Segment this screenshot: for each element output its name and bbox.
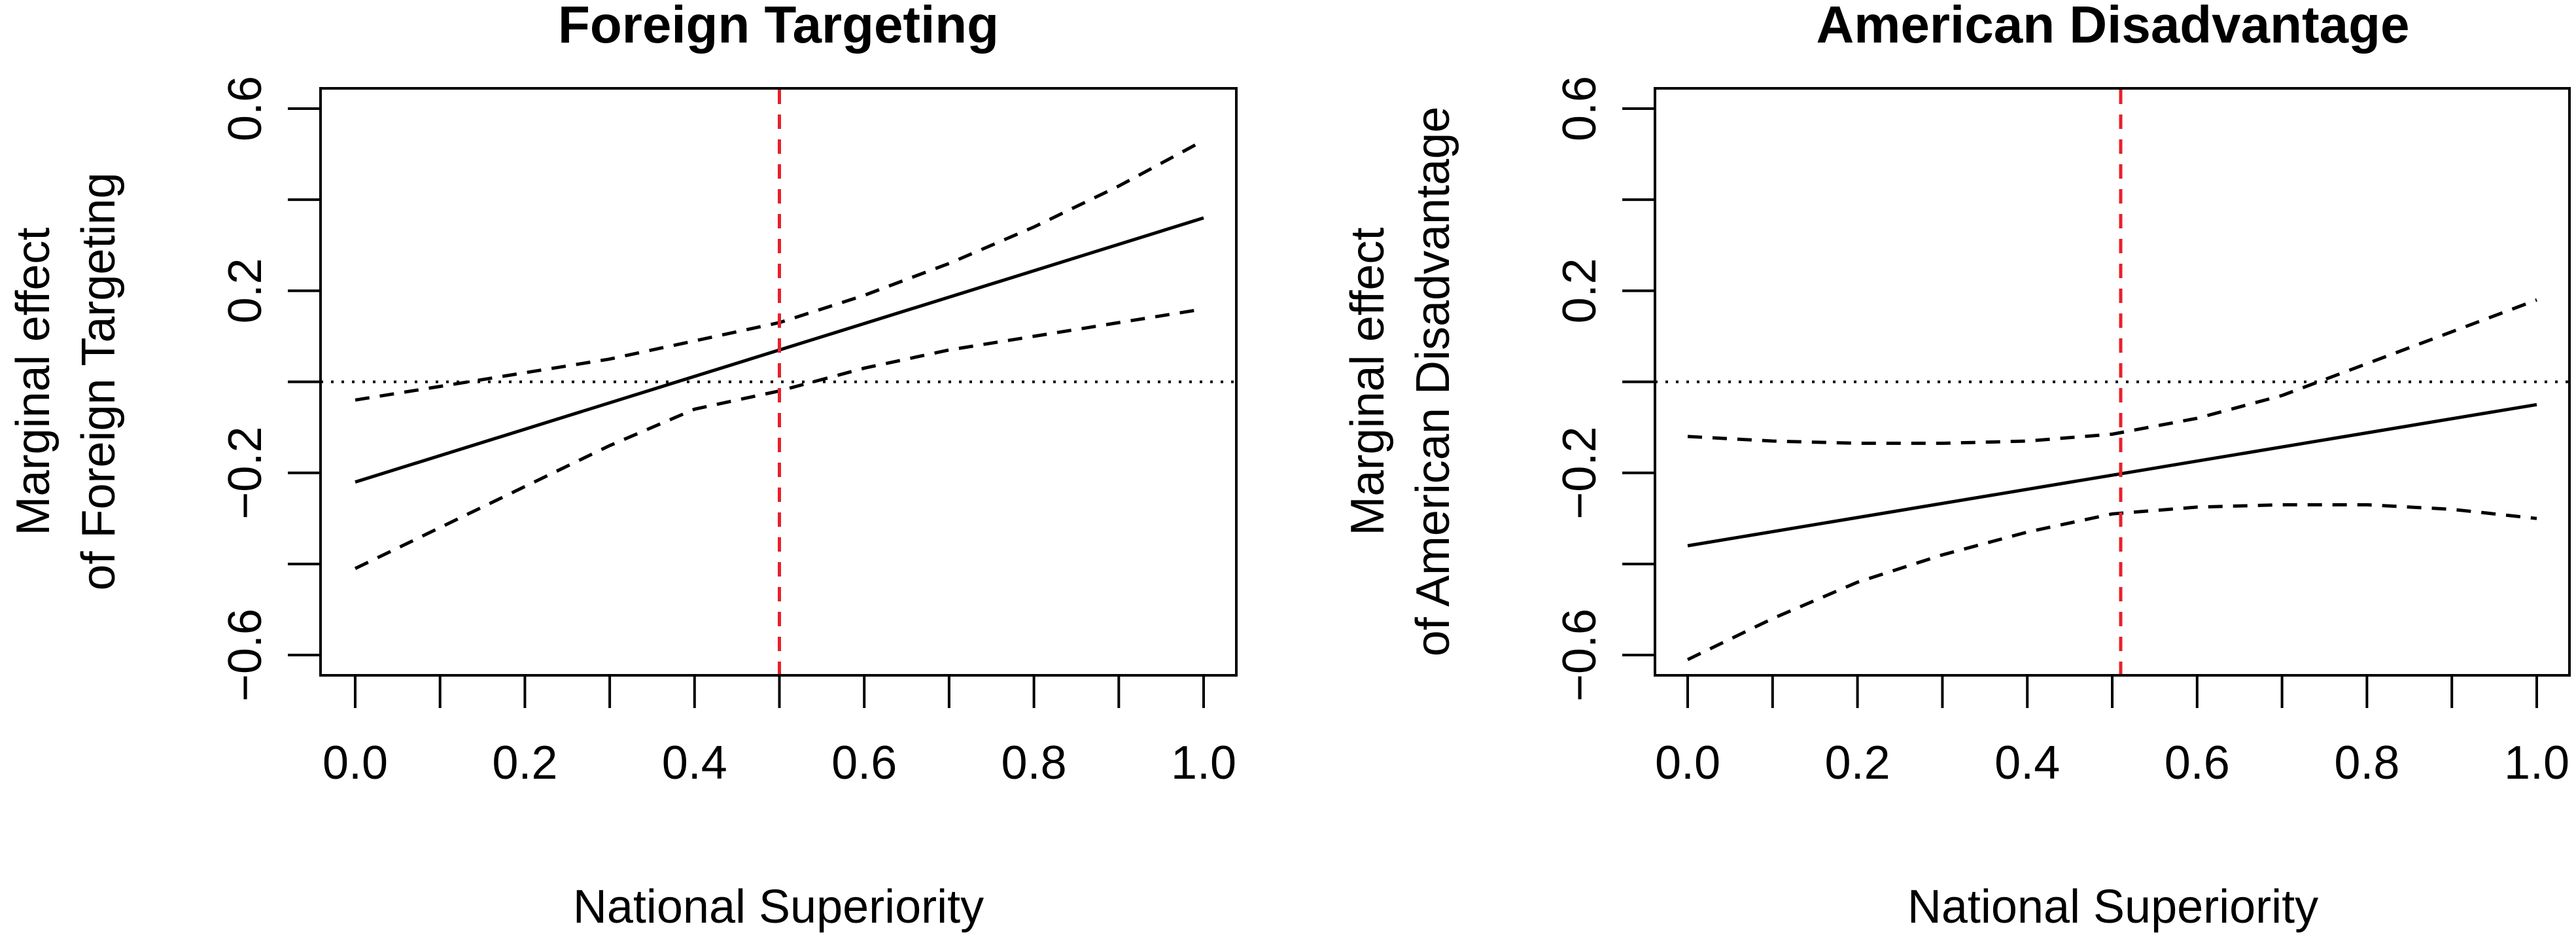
x-axis: 0.0 0.2 0.4 0.6 0.8 1.0 [1655, 674, 2569, 789]
chart-title: Foreign Targeting [558, 0, 999, 54]
y-tick-label: 0.6 [219, 76, 271, 141]
y-tick-label: 0.2 [219, 258, 271, 323]
y-tick-label: −0.6 [1554, 609, 1606, 701]
y-axis: −0.6 −0.2 0.2 0.6 [1554, 76, 1656, 701]
x-tick-label: 0.4 [1994, 737, 2060, 789]
x-tick-label: 0.8 [1001, 737, 1067, 789]
plot-marks [1655, 90, 2569, 674]
y-tick-label: 0.2 [1554, 258, 1606, 323]
x-tick-label: 0.2 [1825, 737, 1890, 789]
y-axis-label-line-2: of American Disadvantage [1407, 107, 1459, 656]
x-tick-label: 1.0 [2504, 737, 2569, 789]
plot-marks [321, 90, 1236, 674]
x-tick-label: 0.6 [2165, 737, 2230, 789]
y-axis-label-line-1: Marginal effect [1342, 228, 1394, 536]
y-axis: −0.6 −0.2 0.2 0.6 [219, 76, 322, 701]
y-tick-label: −0.2 [219, 427, 271, 520]
y-tick-label: −0.6 [219, 609, 271, 701]
x-axis: 0.0 0.2 0.4 0.6 0.8 1.0 [322, 674, 1236, 789]
y-tick-label: 0.6 [1554, 76, 1606, 141]
panel-american-disadvantage: American Disadvantage 0.0 0.2 0.4 0.6 0.8 1.0… [1342, 0, 2571, 933]
x-tick-label: 0.6 [831, 737, 897, 789]
y-axis-label-line-1: Marginal effect [7, 228, 60, 536]
series-upper-ci-line [1687, 298, 2537, 445]
x-tick-label: 1.0 [1171, 737, 1236, 789]
y-tick-label: −0.2 [1554, 427, 1606, 520]
series-lower-ci-line [1686, 503, 2537, 662]
x-tick-label: 0.2 [492, 737, 557, 789]
series-estimate-line [1687, 402, 2537, 548]
x-tick-label: 0.4 [662, 737, 727, 789]
x-tick-label: 0.8 [2334, 737, 2399, 789]
x-axis-label: National Superiority [573, 881, 984, 933]
y-axis-label-line-2: of Foreign Targeting [73, 172, 125, 590]
x-tick-label: 0.0 [322, 737, 388, 789]
chart-title: American Disadvantage [1816, 0, 2409, 54]
x-tick-label: 0.0 [1655, 737, 1720, 789]
panel-foreign-targeting: Foreign Targeting 0.0 0.2 0.4 0.6 0.8 1.0 −0.… [7, 0, 1238, 933]
x-axis-label: National Superiority [1907, 881, 2318, 933]
